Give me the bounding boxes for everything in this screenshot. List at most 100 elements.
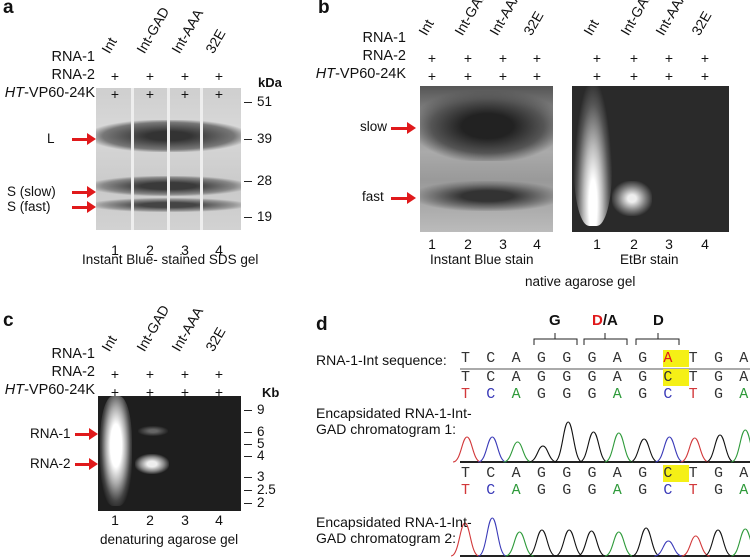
chromatogram-1	[452, 421, 750, 463]
lane-number: 4	[215, 242, 223, 258]
tick-mark	[244, 410, 252, 411]
row-ht: HT-VP60-24K	[4, 382, 95, 398]
base: G	[713, 350, 723, 367]
tick-mark	[244, 217, 252, 218]
chrom2-label-2: GAD chromatogram 2:	[316, 530, 457, 546]
kb-label: Kb	[262, 385, 280, 400]
sequence-read-black: TCAGGGAGCTGATTGTG	[461, 369, 750, 386]
base: A	[511, 482, 521, 499]
tick-label: 28	[257, 173, 273, 188]
plus-sign-rna2: +	[110, 366, 120, 382]
sds-gel	[96, 88, 241, 230]
lane-number: 3	[181, 512, 189, 528]
tick-label: 5	[257, 436, 265, 451]
tick-mark	[244, 490, 252, 491]
chrom1-label-1: Encapsidated RNA-1-Int-	[316, 405, 472, 421]
chromatogram-peak	[528, 445, 558, 463]
tick-label: 2	[257, 495, 265, 510]
tick-label: 19	[257, 209, 273, 224]
chromatogram-peak	[604, 531, 633, 557]
base: T	[461, 369, 471, 386]
panel-b-label: b	[318, 0, 330, 18]
denaturing-gel	[98, 396, 241, 511]
sequence-ref: TCAGGGAGATGATTGTG	[461, 350, 750, 367]
chromatogram-peak	[604, 432, 634, 463]
base: T	[688, 369, 698, 386]
arrow-label-s-fast: S (fast)	[7, 199, 51, 214]
arrow-slow	[391, 122, 416, 134]
base: T	[688, 386, 698, 403]
plus-sign-ht: +	[110, 384, 120, 400]
base: A	[739, 386, 749, 403]
chromatogram-peak	[577, 530, 606, 557]
base: C	[663, 465, 689, 482]
plus-sign-ht: +	[700, 68, 710, 84]
arrow-label-fast: fast	[362, 189, 384, 204]
chrom1-sequence-black: TCAGGGAGCTGATTGTG	[461, 465, 750, 482]
plus-sign-ht: +	[664, 68, 674, 84]
plus-sign-ht: +	[110, 86, 120, 102]
plus-sign-rna2: +	[145, 68, 155, 84]
tick-mark	[244, 503, 252, 504]
base: T	[688, 350, 698, 367]
base: G	[713, 482, 723, 499]
codon-d-mut: D	[592, 312, 603, 329]
row-rna2: RNA-2	[51, 67, 95, 83]
chromatogram-peak	[478, 436, 507, 463]
base: G	[562, 369, 572, 386]
chromatogram-peak	[629, 438, 659, 463]
chromatogram-peak	[705, 434, 735, 463]
plus-sign-rna2: +	[110, 68, 120, 84]
base: A	[739, 369, 749, 386]
arrow-rna2	[75, 458, 98, 470]
base: G	[536, 482, 546, 499]
base: C	[663, 369, 689, 386]
base: T	[688, 482, 698, 499]
native-gel-etbr	[572, 86, 729, 232]
chromatogram-peak	[555, 529, 584, 557]
base: C	[486, 465, 496, 482]
chromatogram-peak	[631, 527, 661, 557]
panel-a-label: a	[3, 0, 14, 18]
caption-b-left: Instant Blue stain	[430, 252, 534, 267]
plus-sign-ht: +	[629, 68, 639, 84]
plus-sign-rna2: +	[664, 50, 674, 66]
lane-number: 3	[181, 242, 189, 258]
chromatogram-peak	[505, 531, 534, 557]
chromatogram-2	[450, 517, 750, 557]
base: G	[713, 465, 723, 482]
row-ht: HT-VP60-24K	[315, 66, 406, 82]
caption-a: Instant Blue- stained SDS gel	[82, 252, 259, 267]
base: T	[461, 465, 471, 482]
plus-sign-rna2: +	[498, 50, 508, 66]
tick-mark	[244, 477, 252, 478]
plus-sign-rna2: +	[214, 366, 224, 382]
base: G	[713, 369, 723, 386]
lane-number: 4	[533, 236, 541, 252]
base: A	[511, 386, 521, 403]
chromatogram-peak	[731, 528, 750, 557]
chromatogram-peak	[703, 529, 733, 557]
chromatogram-peak	[731, 429, 750, 463]
lane-number: 1	[593, 236, 601, 252]
base: T	[461, 350, 471, 367]
plus-sign-rna2: +	[180, 366, 190, 382]
plus-sign-rna2: +	[427, 50, 437, 66]
base: G	[638, 386, 648, 403]
base: T	[461, 482, 471, 499]
base: A	[739, 465, 749, 482]
arrow-rna1	[75, 428, 98, 440]
lane-number: 2	[146, 242, 154, 258]
panel-c-label: c	[3, 310, 14, 331]
chromatogram-peak	[553, 421, 583, 463]
base: G	[536, 386, 546, 403]
chromatogram-peak	[655, 436, 684, 463]
row-rna1: RNA-1	[51, 346, 95, 362]
lane-number: 3	[499, 236, 507, 252]
tick-mark	[244, 139, 252, 140]
plus-sign-ht: +	[145, 86, 155, 102]
arrow-l	[72, 133, 96, 145]
base: T	[688, 465, 698, 482]
chrom2-label-1: Encapsidated RNA-1-Int-	[316, 514, 472, 530]
